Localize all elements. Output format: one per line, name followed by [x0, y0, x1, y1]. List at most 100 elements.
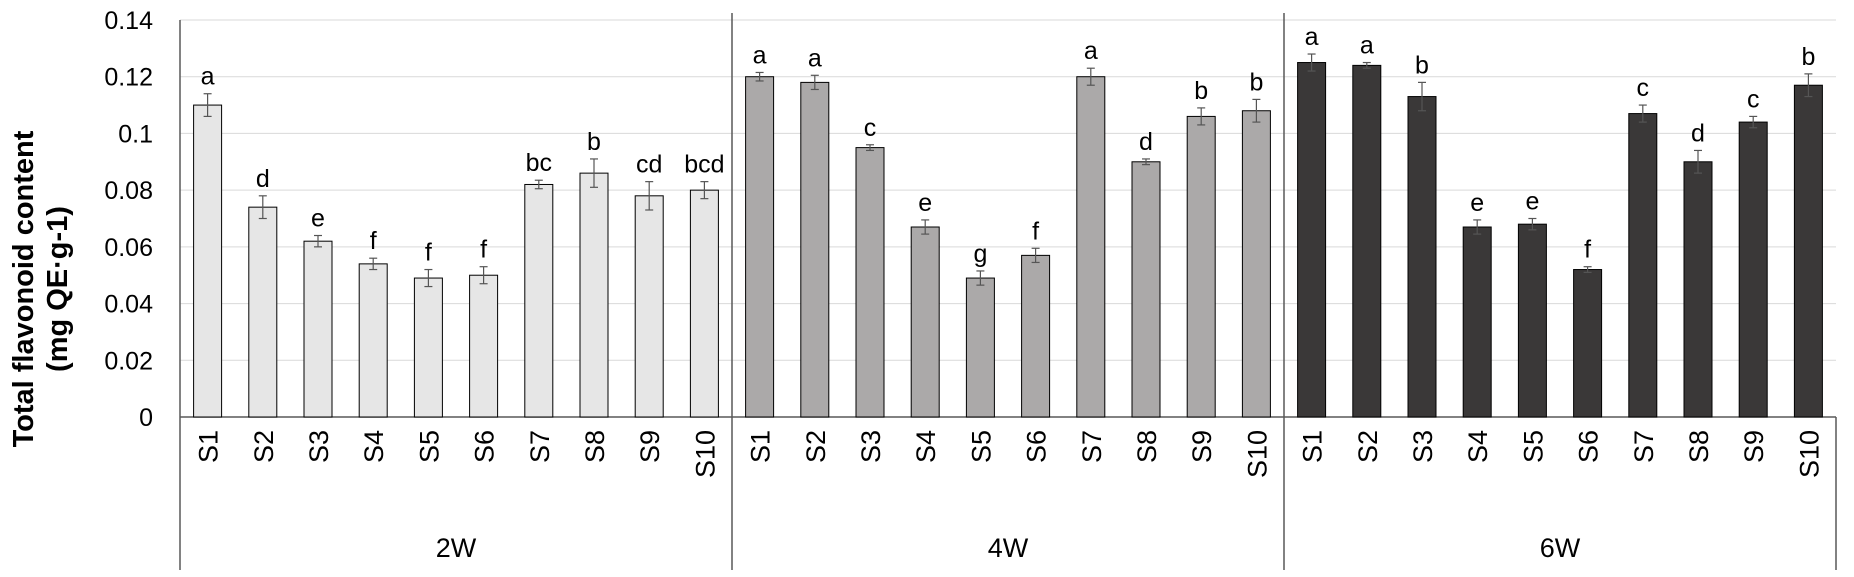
significance-letter: b — [1415, 51, 1429, 79]
x-tick-label: S1 — [1298, 430, 1328, 463]
bar — [689, 189, 719, 418]
significance-letter: f — [370, 227, 377, 255]
bar — [303, 240, 333, 418]
significance-letter: b — [587, 128, 601, 156]
bar — [1628, 113, 1658, 418]
x-tick-label: S6 — [1022, 430, 1052, 463]
bar — [469, 274, 499, 418]
bars-layer — [193, 53, 1823, 418]
significance-letter: a — [753, 41, 767, 69]
y-tick-label: 0.04 — [104, 291, 153, 319]
bar — [1352, 64, 1382, 418]
bar — [855, 147, 885, 418]
significance-letter: f — [480, 236, 487, 264]
x-tick-label: S10 — [1242, 430, 1272, 478]
significance-letter: bcd — [684, 151, 724, 179]
x-tick-label: S8 — [1684, 430, 1714, 463]
significance-letter: a — [808, 44, 822, 72]
significance-letter: a — [1360, 32, 1374, 60]
x-tick-label: S5 — [414, 430, 444, 463]
labels-layer: 0 0.02 0.04 0.06 0.08 0.1 0.12 0.14 a S1 d S2 e S3 f S4… — [104, 7, 1824, 563]
bar — [1517, 223, 1547, 418]
significance-letter: e — [918, 189, 932, 217]
bar — [579, 172, 609, 418]
bar — [1241, 110, 1271, 418]
x-tick-label: S5 — [966, 430, 996, 463]
x-tick-label: S6 — [1574, 430, 1604, 463]
x-tick-label: S3 — [856, 430, 886, 463]
x-tick-label: S2 — [801, 430, 831, 463]
significance-letter: e — [1525, 188, 1539, 216]
x-tick-label: S9 — [1739, 430, 1769, 463]
bar — [965, 277, 995, 418]
bar — [745, 76, 775, 418]
bar — [1131, 161, 1161, 418]
bar — [1738, 121, 1768, 418]
grid-layer — [180, 19, 1836, 361]
group-label: 4W — [988, 533, 1029, 563]
bar — [1462, 226, 1492, 418]
x-tick-label: S8 — [1132, 430, 1162, 463]
x-tick-label: S10 — [1794, 430, 1824, 478]
y-tick-label: 0.08 — [104, 177, 153, 205]
bar — [634, 195, 664, 418]
bar — [193, 104, 223, 418]
significance-letter: d — [256, 165, 270, 193]
x-tick-label: S8 — [580, 430, 610, 463]
x-tick-label: S2 — [249, 430, 279, 463]
significance-letter: f — [1584, 236, 1591, 264]
significance-letter: a — [1305, 23, 1319, 51]
y-tick-label: 0.06 — [104, 234, 153, 262]
bar — [800, 81, 830, 418]
significance-letter: g — [973, 240, 987, 268]
bar — [1076, 76, 1106, 418]
significance-letter: c — [864, 114, 877, 142]
bar — [1573, 269, 1603, 418]
x-tick-label: S4 — [359, 430, 389, 463]
x-tick-label: S4 — [911, 430, 941, 463]
x-tick-label: S7 — [1077, 430, 1107, 463]
group-label: 2W — [436, 533, 477, 563]
significance-letter: c — [1747, 85, 1760, 113]
x-tick-label: S7 — [1629, 430, 1659, 463]
y-tick-label: 0.12 — [104, 64, 153, 92]
significance-letter: a — [201, 63, 215, 91]
x-tick-label: S9 — [1187, 430, 1217, 463]
x-tick-label: S9 — [635, 430, 665, 463]
significance-letter: a — [1084, 37, 1098, 65]
significance-letter: bc — [526, 149, 552, 177]
significance-letter: b — [1801, 43, 1815, 71]
x-tick-label: S1 — [194, 430, 224, 463]
bar — [1186, 115, 1216, 418]
axis-frame — [179, 13, 1837, 570]
bar — [1683, 161, 1713, 418]
group-label: 6W — [1540, 533, 1581, 563]
x-tick-label: S10 — [690, 430, 720, 478]
significance-letter: d — [1691, 119, 1705, 147]
x-tick-label: S6 — [470, 430, 500, 463]
x-tick-label: S5 — [1518, 430, 1548, 463]
x-tick-label: S7 — [525, 430, 555, 463]
x-tick-label: S1 — [746, 430, 776, 463]
significance-letter: b — [1249, 68, 1263, 96]
bar — [1021, 254, 1051, 418]
y-tick-label: 0.02 — [104, 347, 153, 375]
y-tick-label: 0.14 — [104, 7, 153, 35]
bar — [1407, 96, 1437, 418]
significance-letter: cd — [636, 151, 662, 179]
bar — [1793, 84, 1823, 418]
y-tick-label: 0.1 — [118, 120, 153, 148]
x-tick-label: S3 — [304, 430, 334, 463]
x-tick-label: S2 — [1353, 430, 1383, 463]
significance-letter: f — [425, 239, 432, 267]
significance-letter: e — [1470, 189, 1484, 217]
significance-letter: c — [1637, 74, 1650, 102]
significance-letter: e — [311, 205, 325, 233]
bar — [413, 277, 443, 418]
y-tick-label: 0 — [139, 404, 153, 432]
significance-letter: d — [1139, 128, 1153, 156]
significance-letter: f — [1032, 217, 1039, 245]
x-tick-label: S3 — [1408, 430, 1438, 463]
significance-letter: b — [1194, 77, 1208, 105]
